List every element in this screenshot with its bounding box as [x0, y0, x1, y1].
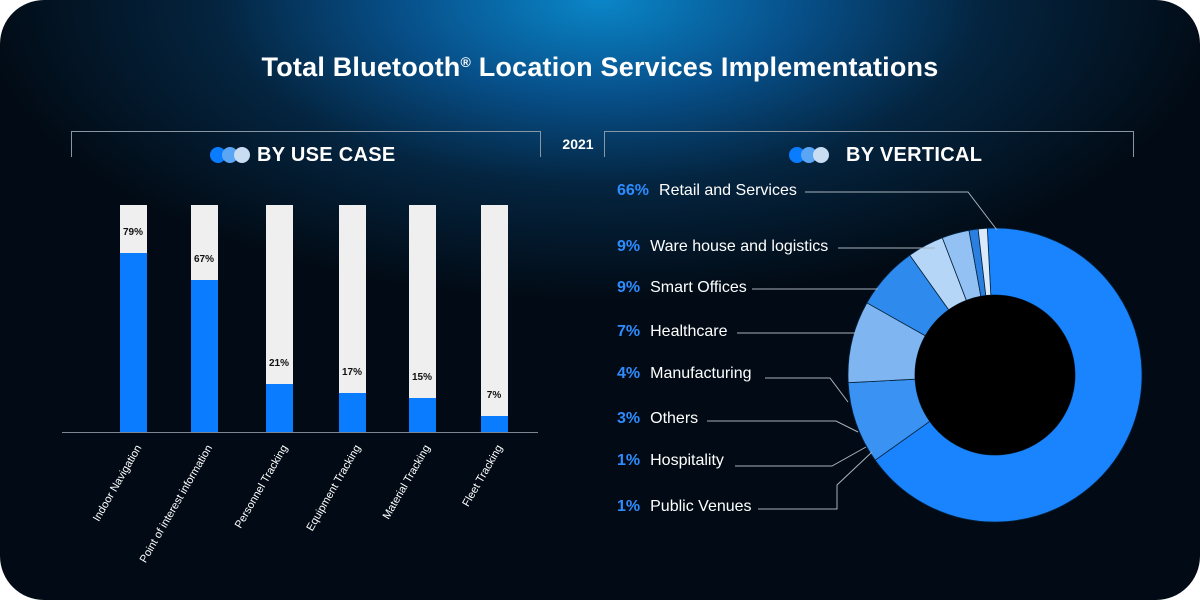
- bar-value-label: 17%: [341, 367, 362, 379]
- vertical-label: 66% Retail and Services: [617, 182, 797, 200]
- vertical-name: Others: [650, 410, 699, 427]
- leader-line: [735, 446, 867, 467]
- bar: [408, 397, 436, 432]
- bar-value-label: 15%: [411, 371, 432, 383]
- vertical-name: Ware house and logistics: [650, 238, 829, 255]
- bar-value-label: 7%: [486, 390, 502, 402]
- bar: [190, 279, 218, 432]
- vertical-label: 1% Public Venues: [617, 498, 752, 516]
- vertical-heading: BY VERTICAL: [846, 144, 983, 166]
- vertical-percent: 7%: [617, 323, 641, 340]
- right-frame-right: [1133, 131, 1134, 157]
- vertical-percent: 3%: [617, 410, 641, 427]
- vertical-name: Public Venues: [650, 498, 752, 515]
- leader-line: [758, 451, 873, 510]
- vertical-label: 4% Manufacturing: [617, 365, 752, 383]
- vertical-label: 9% Ware house and logistics: [617, 238, 828, 256]
- vertical-name: Smart Offices: [650, 279, 747, 296]
- bar-value-label: 67%: [193, 253, 214, 265]
- bar-value-label: 79%: [122, 226, 143, 238]
- year-label: 2021: [562, 136, 594, 152]
- bar: [119, 252, 147, 432]
- vertical-percent: 9%: [617, 279, 641, 296]
- vertical-percent: 66%: [617, 182, 650, 199]
- bar-value-label: 21%: [268, 358, 289, 370]
- left-frame-top: [71, 131, 541, 132]
- bar: [338, 393, 366, 432]
- left-frame-left: [71, 131, 72, 157]
- registered-mark: ®: [460, 54, 472, 70]
- left-frame-right: [540, 131, 541, 157]
- right-frame-top: [604, 131, 1134, 132]
- use-case-heading: BY USE CASE: [257, 144, 396, 166]
- leader-line: [707, 420, 859, 433]
- vertical-label: 7% Healthcare: [617, 323, 728, 341]
- bar-track: [480, 205, 508, 432]
- vertical-label: 3% Others: [617, 410, 698, 428]
- leader-line: [765, 377, 849, 403]
- bar: [480, 416, 508, 432]
- right-frame-left: [604, 131, 605, 157]
- x-axis: [62, 432, 538, 433]
- vertical-name: Hospitality: [650, 452, 724, 469]
- leader-line: [805, 191, 998, 231]
- vertical-percent: 4%: [617, 365, 641, 382]
- vertical-percent: 1%: [617, 452, 641, 469]
- vertical-percent: 9%: [617, 238, 641, 255]
- vertical-percent: 1%: [617, 498, 641, 515]
- vertical-name: Retail and Services: [659, 182, 797, 199]
- page-title: Total Bluetooth® Location Services Imple…: [261, 52, 939, 82]
- vertical-label: 9% Smart Offices: [617, 279, 747, 297]
- dots-icon: [789, 146, 831, 164]
- bar: [265, 384, 293, 432]
- vertical-name: Healthcare: [650, 323, 728, 340]
- vertical-label: 1% Hospitality: [617, 452, 724, 470]
- donut-hole: [915, 295, 1075, 455]
- vertical-name: Manufacturing: [650, 365, 752, 382]
- bar-track: [408, 205, 436, 432]
- dots-icon: [210, 146, 252, 164]
